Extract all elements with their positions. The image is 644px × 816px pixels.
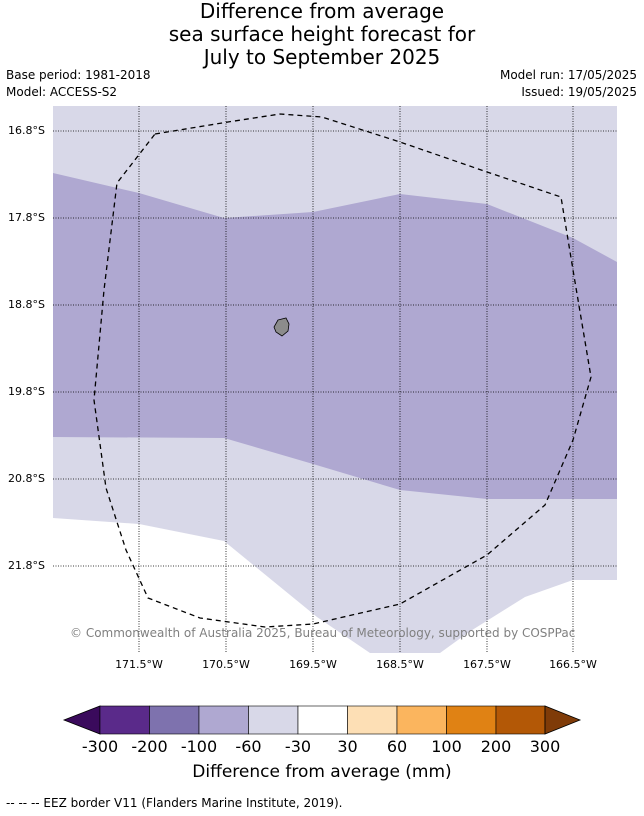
colorbar-tick-label: 300	[529, 737, 561, 756]
colorbar-segment	[347, 705, 398, 735]
lon-label-170-5: 170.5°W	[202, 658, 250, 671]
lon-label-166-5: 166.5°W	[549, 658, 597, 671]
lon-label-167-5: 167.5°W	[463, 658, 511, 671]
lat-label-17-8: 17.8°S	[8, 211, 45, 224]
colorbar-segment	[396, 705, 447, 735]
lat-label-16-8: 16.8°S	[8, 124, 45, 137]
colorbar-tick-label: 30	[337, 737, 358, 756]
colorbar-segment	[495, 705, 546, 735]
colorbar-segment	[446, 705, 497, 735]
colorbar-tick-label: 60	[386, 737, 408, 756]
model-name: Model: ACCESS-S2	[6, 85, 118, 99]
title-line-2: sea surface height forecast for	[168, 22, 476, 46]
lat-label-20-8: 20.8°S	[8, 472, 45, 485]
lat-label-18-8: 18.8°S	[8, 298, 45, 311]
title-line-1: Difference from average	[199, 0, 445, 23]
band-medium	[53, 173, 617, 499]
colorbar-tick-label: 100	[431, 737, 462, 756]
colorbar-extend-left	[62, 705, 101, 735]
colorbar-segment	[149, 705, 200, 735]
colorbar-tick-label: -60	[235, 737, 262, 756]
lat-label-19-8: 19.8°S	[8, 385, 45, 398]
colorbar-segment	[198, 705, 249, 735]
meta-right: Model run: 17/05/2025 Issued: 19/05/2025	[500, 67, 637, 101]
map-title: Difference from average sea surface heig…	[0, 0, 644, 69]
colorbar-segment	[297, 705, 348, 735]
colorbar-segment	[248, 705, 299, 735]
colorbar	[62, 705, 582, 735]
title-line-3: July to September 2025	[203, 45, 441, 69]
meta-left: Base period: 1981-2018 Model: ACCESS-S2	[6, 67, 151, 101]
lon-label-168-5: 168.5°W	[376, 658, 424, 671]
lat-label-21-8: 21.8°S	[8, 559, 45, 572]
graticule	[53, 106, 617, 653]
colorbar-tick-label: -300	[81, 737, 119, 756]
colorbar-tick-label: -30	[284, 737, 312, 756]
niue-island	[273, 317, 290, 337]
colorbar-tick-label: -100	[180, 737, 218, 756]
copyright-notice: © Commonwealth of Australia 2025, Bureau…	[70, 626, 576, 640]
lon-label-171-5: 171.5°W	[115, 658, 163, 671]
eez-legend-note: -- -- -- EEZ border V11 (Flanders Marine…	[6, 796, 343, 810]
lon-label-169-5: 169.5°W	[289, 658, 337, 671]
model-run: Model run: 17/05/2025	[499, 68, 637, 82]
colorbar-tick-label: 200	[480, 737, 512, 756]
colorbar-extend-right	[544, 705, 582, 735]
colorbar-segment	[99, 705, 150, 735]
issued-date: Issued: 19/05/2025	[521, 85, 637, 99]
colorbar-title: Difference from average (mm)	[192, 762, 452, 782]
colorbar-tick-label: -200	[131, 737, 168, 756]
base-period: Base period: 1981-2018	[6, 68, 151, 82]
